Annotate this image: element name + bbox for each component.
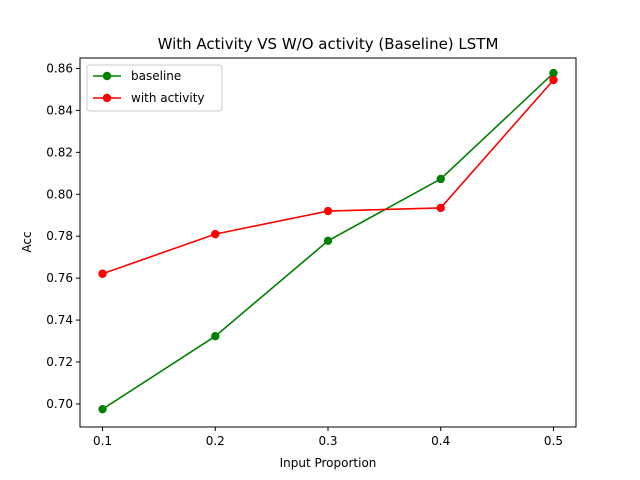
legend-label-with-activity: with activity [131, 91, 205, 105]
y-tick-label: 0.72 [46, 355, 73, 369]
x-tick-label: 0.4 [431, 434, 450, 448]
x-axis-ticks: 0.1 0.2 0.3 0.4 0.5 [93, 427, 563, 448]
data-point-with-activity [549, 75, 558, 85]
y-tick-label: 0.84 [46, 103, 73, 117]
data-point-with-activity [98, 269, 107, 278]
data-point-with-activity [436, 203, 445, 213]
data-point-with-activity [211, 229, 220, 239]
data-point-baseline [211, 332, 220, 341]
data-point-baseline [549, 68, 558, 78]
series-layer [98, 68, 558, 414]
x-tick-label: 0.2 [206, 434, 225, 448]
legend-marker-baseline [102, 71, 112, 81]
x-axis-label: Input Proportion [280, 456, 377, 470]
x-tick-label: 0.1 [93, 434, 112, 448]
data-point-with-activity [323, 206, 333, 216]
chart-title: With Activity VS W/O activity (Baseline)… [158, 35, 499, 53]
data-point-baseline [436, 174, 445, 184]
y-tick-label: 0.76 [46, 271, 73, 285]
legend-marker-with-activity [102, 93, 112, 103]
legend-label-baseline: baseline [131, 69, 181, 83]
y-tick-label: 0.86 [46, 61, 73, 75]
y-tick-label: 0.80 [46, 187, 73, 201]
plot-area [79, 57, 577, 428]
x-tick-label: 0.5 [544, 434, 563, 448]
y-tick-label: 0.74 [46, 313, 73, 327]
y-tick-label: 0.82 [46, 145, 73, 159]
legend: baseline with activity [86, 64, 223, 112]
y-tick-label: 0.70 [46, 397, 73, 411]
y-axis-label: Acc [20, 231, 34, 252]
data-point-baseline [323, 236, 333, 246]
x-tick-label: 0.3 [318, 434, 337, 448]
data-point-baseline [98, 404, 107, 414]
y-axis-ticks: 0.70 0.72 0.74 0.76 0.78 0.80 0.82 0.84 0.86 [46, 61, 80, 411]
y-tick-label: 0.78 [46, 229, 73, 243]
